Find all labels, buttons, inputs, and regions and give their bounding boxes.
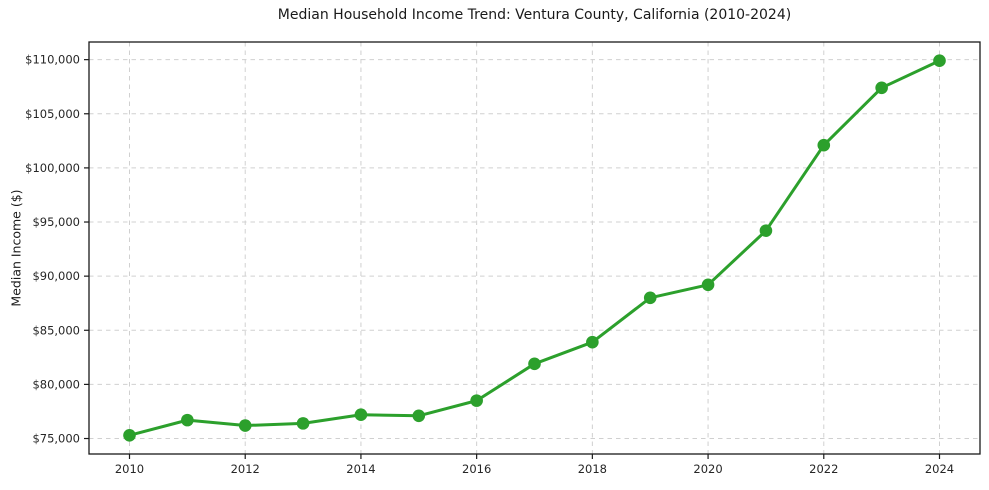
data-point-2018 (586, 335, 599, 349)
y-tick-label: $95,000 (32, 215, 80, 229)
y-tick-label: $80,000 (32, 377, 80, 391)
y-tick-label: $90,000 (32, 269, 80, 283)
data-point-2015 (412, 409, 426, 423)
data-point-2024 (933, 54, 946, 68)
x-tick-label: 2016 (462, 462, 491, 476)
x-tick-label: 2018 (578, 462, 607, 476)
data-point-2012 (238, 419, 252, 432)
x-tick-label: 2012 (231, 462, 260, 476)
y-axis-label: Median Income ($) (8, 189, 24, 307)
data-point-2014 (354, 408, 368, 422)
plot-border (88, 41, 981, 455)
y-tick-label: $75,000 (32, 432, 80, 446)
data-point-2017 (528, 357, 541, 371)
data-point-2020 (701, 278, 715, 292)
data-point-2023 (875, 81, 888, 95)
x-tick-label: 2024 (925, 462, 954, 476)
data-point-2011 (181, 413, 194, 427)
x-tick-label: 2020 (693, 462, 722, 476)
y-tick-label: $100,000 (25, 161, 80, 175)
data-point-2019 (643, 291, 657, 305)
data-point-2010 (123, 428, 136, 442)
data-point-2013 (296, 417, 310, 430)
y-tick-label: $110,000 (25, 53, 80, 67)
data-point-2021 (759, 224, 773, 237)
data-point-2016 (470, 394, 483, 407)
data-point-2022 (817, 138, 831, 152)
y-tick-label: $105,000 (25, 107, 80, 121)
x-tick-label: 2022 (809, 462, 838, 476)
y-tick-label: $85,000 (32, 323, 80, 337)
x-tick-label: 2010 (115, 462, 144, 476)
chart-title: Median Household Income Trend: Ventura C… (277, 7, 792, 23)
income-trend-line (128, 59, 941, 437)
x-tick-label: 2014 (346, 462, 375, 476)
